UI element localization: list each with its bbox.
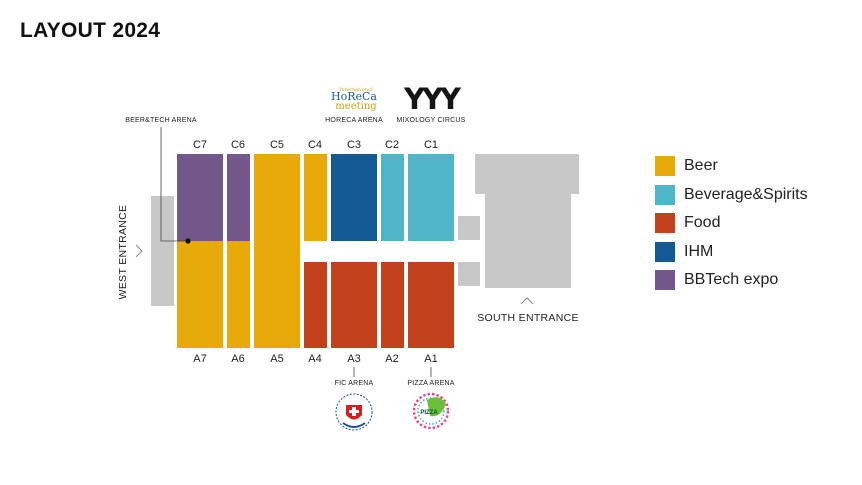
connector-bottom <box>458 262 480 286</box>
hall-label-a6: A6 <box>231 353 244 365</box>
horeca-logo-line2: HoReCa <box>331 90 377 103</box>
legend-swatch-beer <box>655 156 675 177</box>
legend-item-beer: Beer <box>655 152 808 181</box>
legend-label-beer: Beer <box>684 157 718 175</box>
hall-a6[interactable] <box>227 241 250 348</box>
legend: Beer Beverage&Spirits Food IHM BBTech ex… <box>655 152 808 295</box>
fic-arena-label: FIC ARENA <box>335 380 374 387</box>
hall-c6[interactable] <box>227 154 250 241</box>
pizza-logo-text: PIZZA <box>420 410 438 416</box>
hall-label-a2: A2 <box>385 353 398 365</box>
hall-a3[interactable] <box>331 262 377 348</box>
hall-c2[interactable] <box>381 154 404 241</box>
legend-item-food: Food <box>655 209 808 238</box>
legend-swatch-bbtech <box>655 270 675 291</box>
hall-a7[interactable] <box>177 241 223 348</box>
hall-label-c1: C1 <box>424 139 438 151</box>
legend-label-bbtech: BBTech expo <box>684 271 779 289</box>
hall-label-c2: C2 <box>385 139 399 151</box>
legend-label-beverage: Beverage&Spirits <box>684 185 808 203</box>
hall-c3[interactable] <box>331 154 377 241</box>
legend-item-beverage: Beverage&Spirits <box>655 181 808 210</box>
hall-label-c4: C4 <box>308 139 322 151</box>
legend-label-food: Food <box>684 214 721 232</box>
hall-label-c7: C7 <box>193 139 207 151</box>
hall-label-a5: A5 <box>270 353 283 365</box>
south-entrance-arrow-icon <box>520 297 534 305</box>
west-entrance-area <box>151 196 174 306</box>
hall-a2[interactable] <box>381 262 404 348</box>
hall-label-a3: A3 <box>347 353 360 365</box>
legend-swatch-food <box>655 213 675 234</box>
hall-c7[interactable] <box>177 154 223 241</box>
hall-a1[interactable] <box>408 262 454 348</box>
hall-label-c6: C6 <box>231 139 245 151</box>
horeca-logo-line3: meeting <box>335 101 377 112</box>
legend-label-ihm: IHM <box>684 242 714 260</box>
west-entrance-arrow-icon <box>135 244 143 258</box>
page-title: LAYOUT 2024 <box>20 19 161 42</box>
mixology-arena-label: MIXOLOGY CIRCUS <box>397 117 466 124</box>
pizza-arena-label: PIZZA ARENA <box>407 380 454 387</box>
hall-c4[interactable] <box>304 154 327 241</box>
connector-top <box>458 216 480 240</box>
beertech-arena-leader <box>160 127 188 242</box>
hall-label-a4: A4 <box>308 353 321 365</box>
mixology-logo: YYY <box>403 82 462 116</box>
legend-swatch-beverage <box>655 184 675 205</box>
horeca-arena-label: HORECA ARENA <box>325 117 383 124</box>
hall-label-c5: C5 <box>270 139 284 151</box>
legend-item-bbtech: BBTech expo <box>655 266 808 295</box>
beertech-arena-label: BEER&TECH ARENA <box>125 117 197 124</box>
hall-c5-a5[interactable] <box>254 154 300 348</box>
hall-c1[interactable] <box>408 154 454 241</box>
pizza-logo: PIZZA <box>412 392 450 430</box>
west-entrance-label: WEST ENTRANCE <box>117 205 129 300</box>
beertech-arena-marker <box>185 238 191 244</box>
south-entrance-label: SOUTH ENTRANCE <box>477 312 579 324</box>
hall-label-a7: A7 <box>193 353 206 365</box>
hall-label-c3: C3 <box>347 139 361 151</box>
hall-label-a1: A1 <box>424 353 437 365</box>
horeca-logo-line1: International <box>338 87 373 93</box>
hall-a4[interactable] <box>304 262 327 348</box>
legend-item-ihm: IHM <box>655 238 808 267</box>
fic-logo <box>335 393 373 431</box>
south-building <box>475 154 579 288</box>
legend-swatch-ihm <box>655 241 675 262</box>
